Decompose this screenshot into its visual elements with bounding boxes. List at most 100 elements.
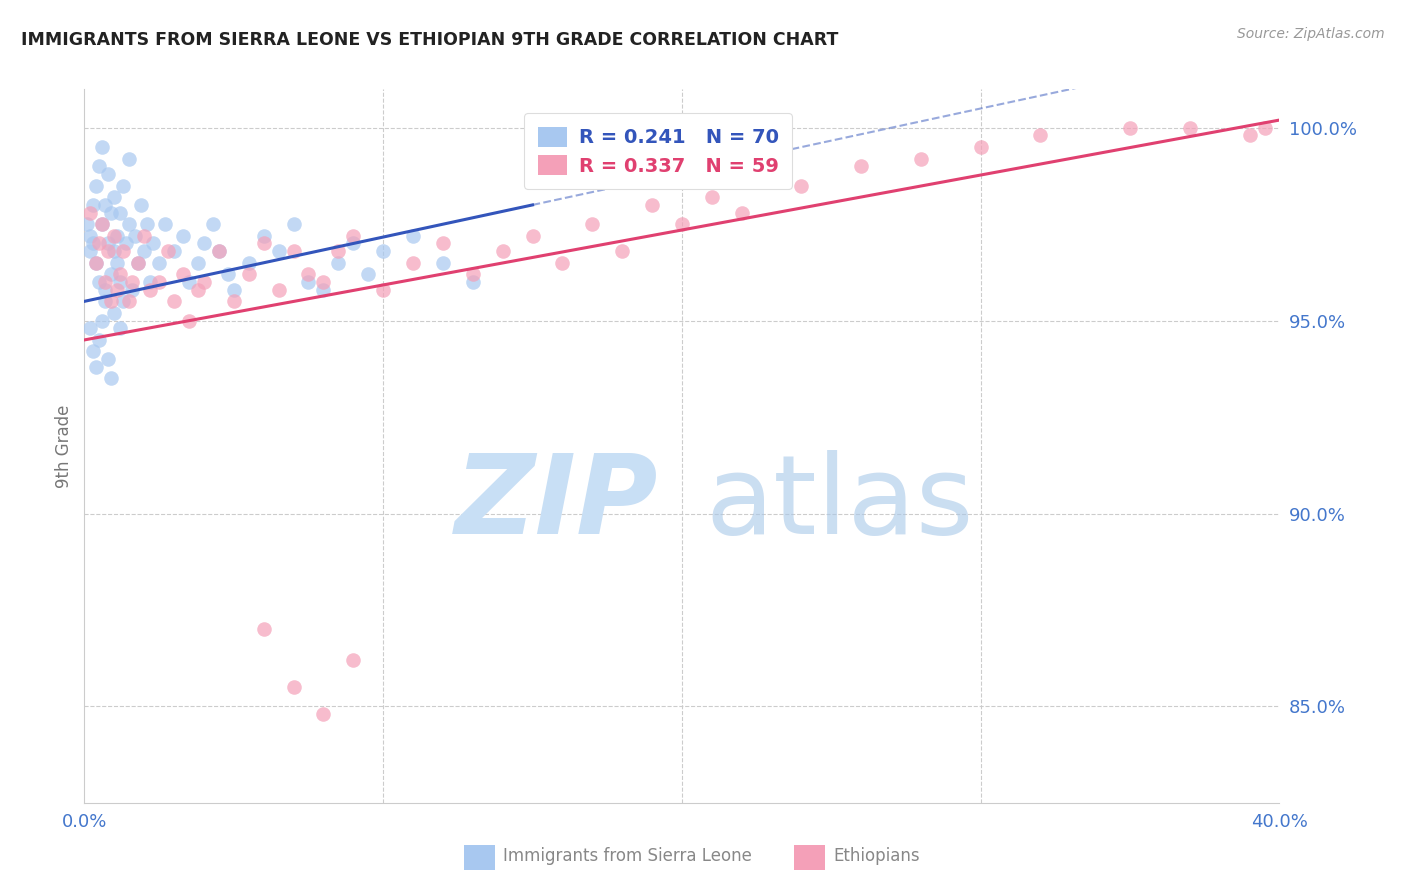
Point [238,268,260,282]
Text: Source: ZipAtlas.com: Source: ZipAtlas.com [1237,27,1385,41]
Point [86,178,108,193]
Point [97,244,120,259]
Point [910,152,932,166]
Point [267,244,290,259]
Point [82,198,104,212]
Point [94,198,117,212]
Point [373,244,395,259]
Point [731,205,754,219]
Point [432,236,454,251]
Point [89,159,111,173]
Point [193,275,215,289]
Text: ZIP: ZIP [454,450,658,557]
Point [172,228,194,243]
Point [201,217,224,231]
Point [86,359,108,374]
Point [89,333,111,347]
Point [177,313,200,327]
Point [100,294,122,309]
Point [342,228,364,243]
Point [1178,120,1201,135]
Point [121,283,143,297]
Point [283,217,305,231]
Point [110,205,132,219]
Point [118,217,141,231]
Point [105,283,128,297]
Point [132,244,156,259]
Point [461,268,484,282]
Point [103,244,125,259]
Point [127,256,149,270]
Point [103,190,125,204]
Point [91,140,114,154]
Point [461,275,484,289]
Point [172,268,194,282]
Point [342,236,364,251]
Point [127,256,149,270]
Point [112,178,135,193]
Point [110,268,132,282]
Point [357,268,380,282]
Point [103,228,125,243]
Point [208,244,231,259]
Point [91,217,114,231]
Point [700,190,723,204]
Point [103,306,125,320]
Point [115,236,138,251]
Point [100,268,122,282]
Point [1239,128,1261,143]
Point [790,178,813,193]
Point [100,205,122,219]
Point [970,140,993,154]
Point [163,244,186,259]
Point [1029,128,1052,143]
Point [328,244,350,259]
Point [124,228,146,243]
Point [312,275,335,289]
Point [89,275,111,289]
Point [581,217,603,231]
Point [97,167,120,181]
Point [312,707,335,722]
Point [153,217,176,231]
Point [76,217,98,231]
Point [163,294,186,309]
Point [222,294,245,309]
Point [402,228,425,243]
Point [193,236,215,251]
Point [142,236,165,251]
Point [522,228,544,243]
Point [79,228,101,243]
Point [187,283,209,297]
Point [671,217,693,231]
Point [97,236,120,251]
Point [79,244,101,259]
Point [89,236,111,251]
Point [492,244,515,259]
Point [148,256,170,270]
Point [297,268,319,282]
Point [208,244,231,259]
Point [79,321,101,335]
Point [132,228,156,243]
Point [402,256,425,270]
Point [342,653,364,667]
Point [328,256,350,270]
Point [157,244,180,259]
Point [94,275,117,289]
Point [851,159,873,173]
Point [94,294,117,309]
Point [177,275,200,289]
Point [91,313,114,327]
Y-axis label: 9th Grade: 9th Grade [55,404,73,488]
Point [187,256,209,270]
Point [129,198,152,212]
Point [238,256,260,270]
Point [148,275,170,289]
Point [91,217,114,231]
Point [79,205,101,219]
Point [94,283,117,297]
Point [105,256,128,270]
Point [110,321,132,335]
Text: atlas: atlas [706,450,974,557]
